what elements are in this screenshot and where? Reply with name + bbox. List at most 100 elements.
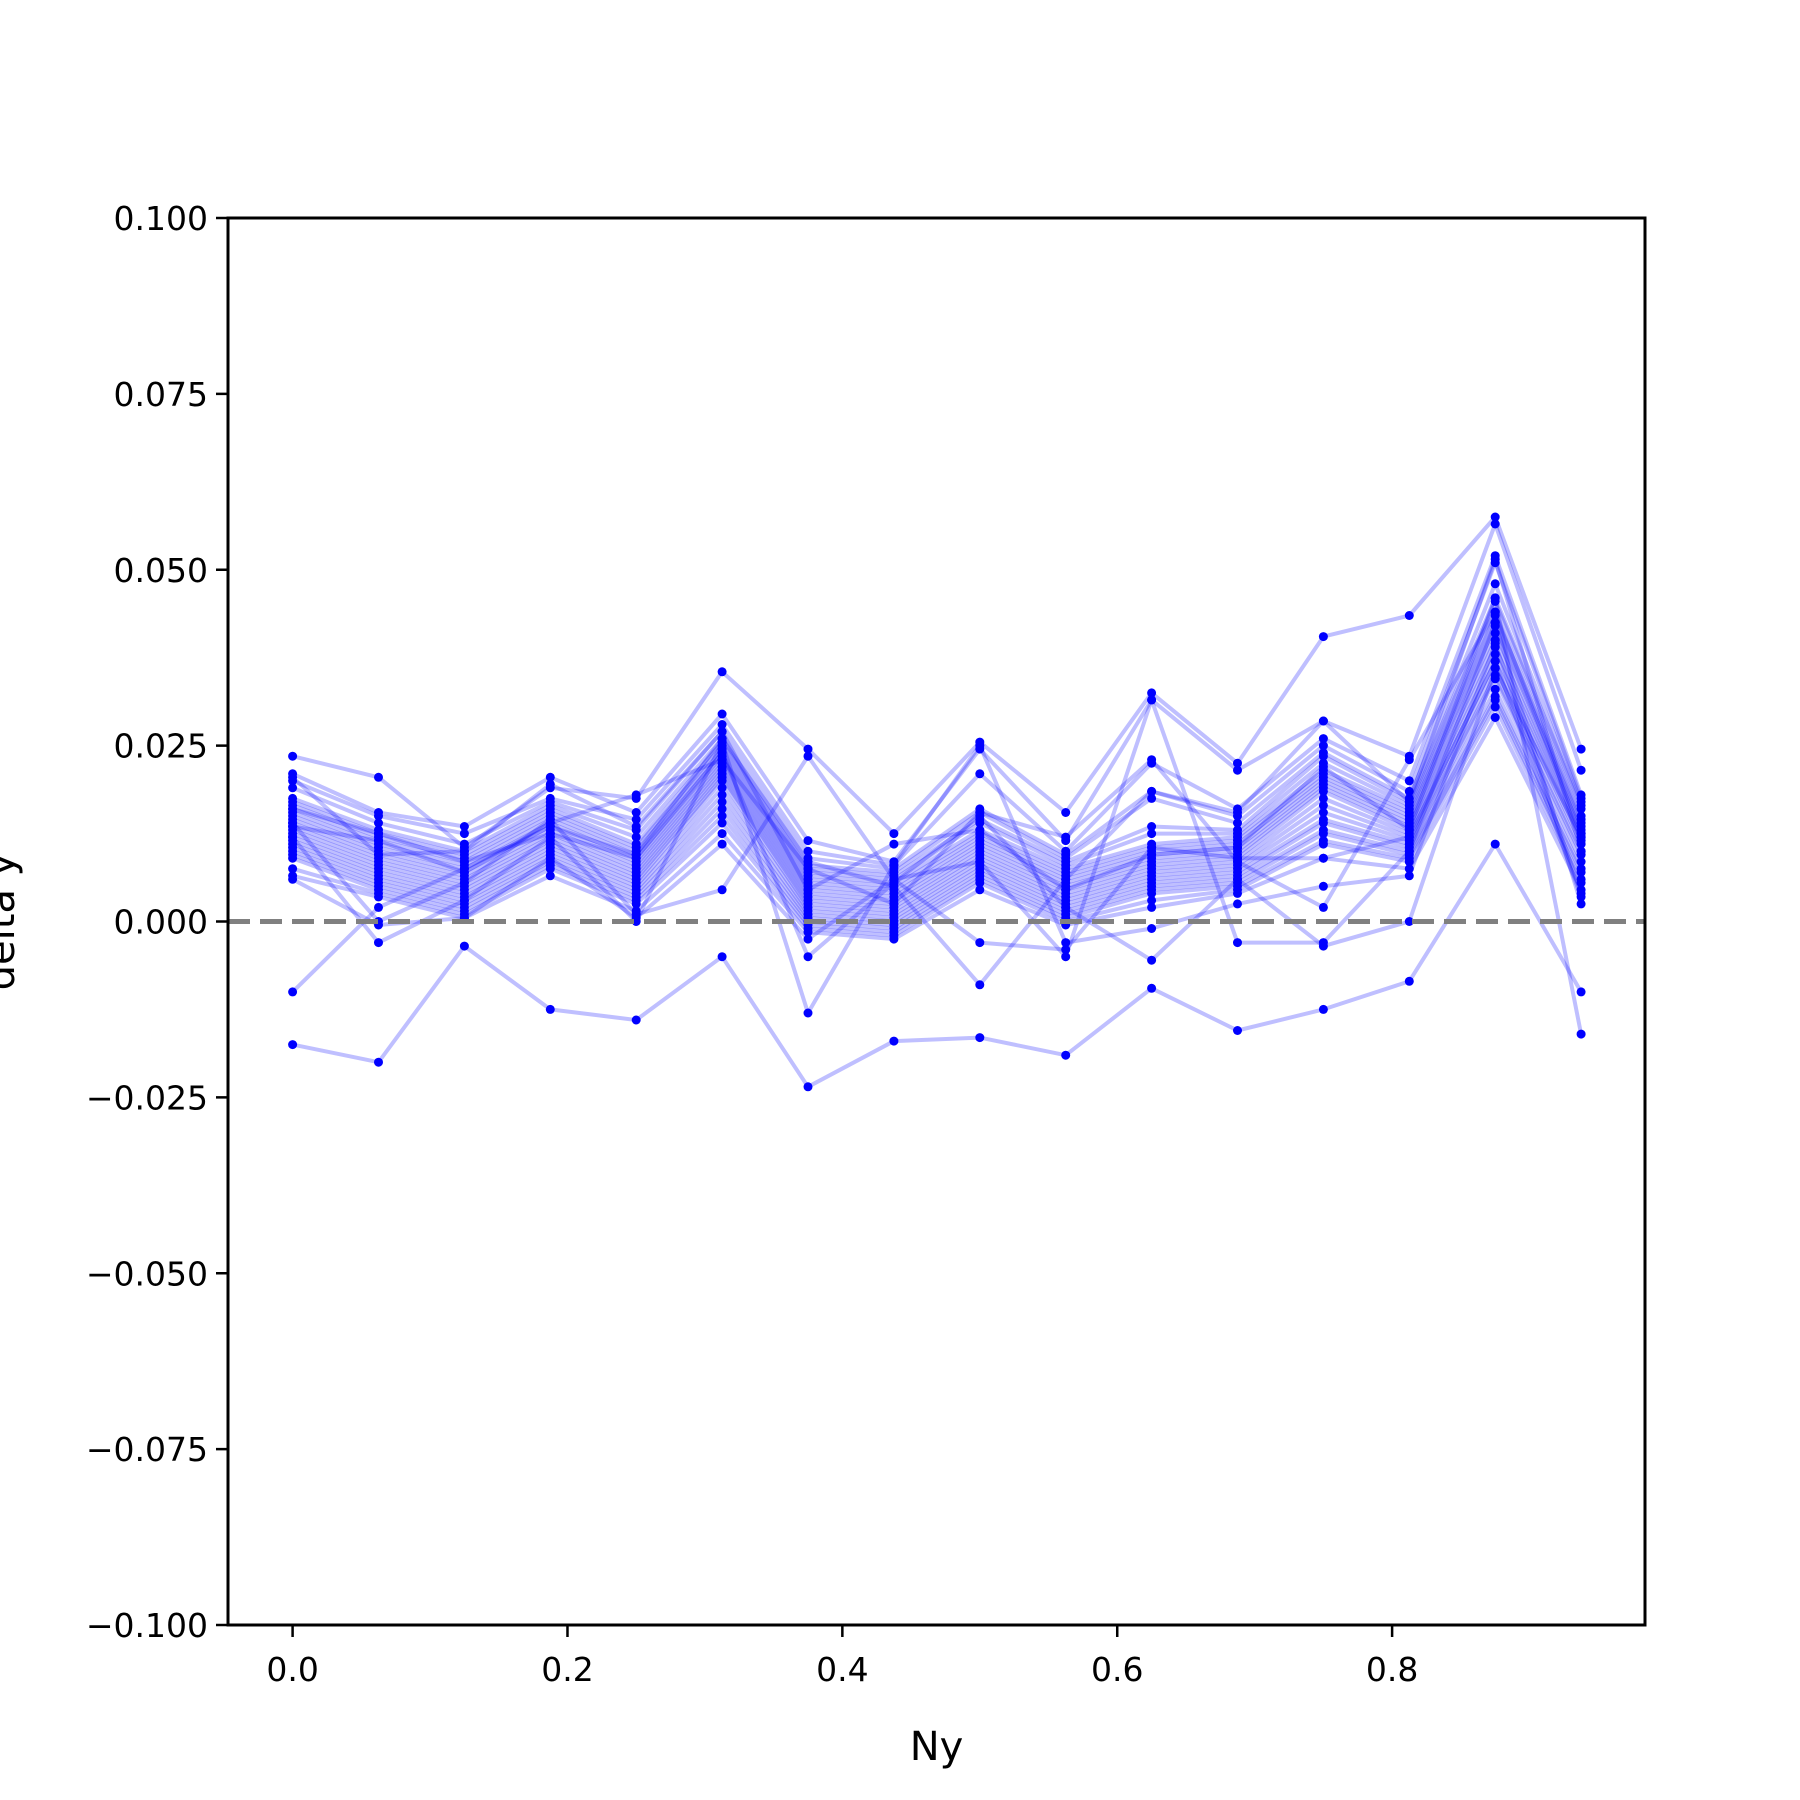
data-point (1061, 938, 1071, 948)
series-lines (291, 515, 1584, 1089)
data-point (459, 867, 469, 877)
y-tick-label: −0.075 (86, 1430, 208, 1469)
series-line (291, 557, 1584, 994)
series-line (291, 560, 1583, 871)
data-point (803, 857, 813, 867)
data-point (1318, 741, 1328, 751)
series-line (291, 553, 1583, 868)
data-point (803, 1082, 813, 1092)
data-point (1233, 1026, 1242, 1035)
x-tick-label: 0.4 (816, 1650, 868, 1689)
data-point (1318, 716, 1328, 726)
data-point (717, 804, 727, 814)
series-line (291, 694, 1583, 931)
data-point (1490, 628, 1500, 638)
data-point (1318, 829, 1328, 839)
data-point (717, 755, 727, 765)
data-point (1404, 832, 1414, 842)
data-point (1404, 776, 1414, 786)
data-point (631, 1015, 641, 1025)
data-point (288, 853, 298, 863)
series-line (291, 595, 1584, 1035)
data-point (889, 860, 899, 870)
data-point (1147, 955, 1157, 965)
series-line (291, 645, 1583, 906)
data-point (1061, 902, 1071, 912)
series-line (291, 652, 1583, 910)
series-line (292, 704, 1583, 938)
data-point (1233, 765, 1242, 775)
x-tick-label: 0.6 (1091, 1650, 1143, 1689)
data-point (717, 829, 727, 839)
data-point (717, 667, 727, 677)
data-point (1404, 871, 1414, 881)
series-line (291, 631, 1583, 899)
data-point (1147, 755, 1157, 765)
data-point (459, 846, 469, 856)
data-point (1576, 765, 1586, 775)
series-line (292, 842, 1583, 1089)
x-axis: 0.0 0.2 0.4 0.6 0.8 (266, 1625, 1418, 1689)
data-point (1318, 751, 1328, 761)
data-point (889, 839, 899, 849)
data-point (1061, 1050, 1071, 1060)
data-point (1318, 818, 1328, 828)
series-line (291, 687, 1583, 927)
data-point (1233, 818, 1242, 828)
data-point (1576, 857, 1586, 867)
data-point (1318, 808, 1328, 817)
y-tick-label: 0.025 (114, 727, 208, 766)
data-point (1233, 938, 1242, 948)
data-point (1233, 758, 1242, 768)
data-point (1490, 663, 1500, 673)
data-point (717, 797, 727, 807)
data-point (288, 1040, 298, 1050)
series-line (291, 638, 1583, 903)
series-line (291, 697, 1583, 935)
series-line (291, 641, 1583, 1015)
data-point (631, 832, 641, 842)
series-line (292, 666, 1583, 963)
data-point (1576, 846, 1586, 856)
data-point (1490, 656, 1500, 666)
y-axis-label: delta y (0, 853, 24, 991)
data-point (1147, 695, 1157, 705)
data-point (803, 927, 813, 937)
data-point (975, 878, 985, 888)
data-point (1147, 786, 1157, 796)
data-point (1318, 1004, 1328, 1014)
data-point (1233, 843, 1242, 853)
data-point (374, 850, 383, 860)
data-point (631, 815, 641, 824)
y-tick-label: −0.025 (86, 1078, 208, 1117)
data-point (545, 772, 555, 782)
data-point (1404, 857, 1414, 867)
data-point (631, 850, 641, 860)
series-line (291, 659, 1583, 952)
data-point (1318, 762, 1328, 772)
series-line (291, 522, 1583, 864)
series-line (291, 673, 1583, 920)
data-point (1147, 888, 1157, 898)
data-point (288, 822, 298, 831)
data-point (288, 751, 298, 761)
data-point (803, 864, 813, 874)
data-point (288, 987, 298, 997)
data-point (717, 818, 727, 828)
data-point (1318, 902, 1328, 912)
data-point (975, 1033, 985, 1043)
data-point (1490, 839, 1500, 849)
data-point (1233, 874, 1242, 884)
data-point (975, 741, 985, 751)
data-point (1490, 713, 1500, 722)
data-point (1576, 987, 1586, 997)
data-point (717, 783, 727, 793)
data-point (717, 776, 727, 786)
data-point (889, 934, 899, 944)
data-point (1404, 786, 1414, 796)
data-point (1404, 917, 1414, 926)
data-point (1147, 902, 1157, 912)
data-point (631, 899, 641, 909)
data-point (374, 818, 383, 828)
data-point (631, 822, 641, 831)
